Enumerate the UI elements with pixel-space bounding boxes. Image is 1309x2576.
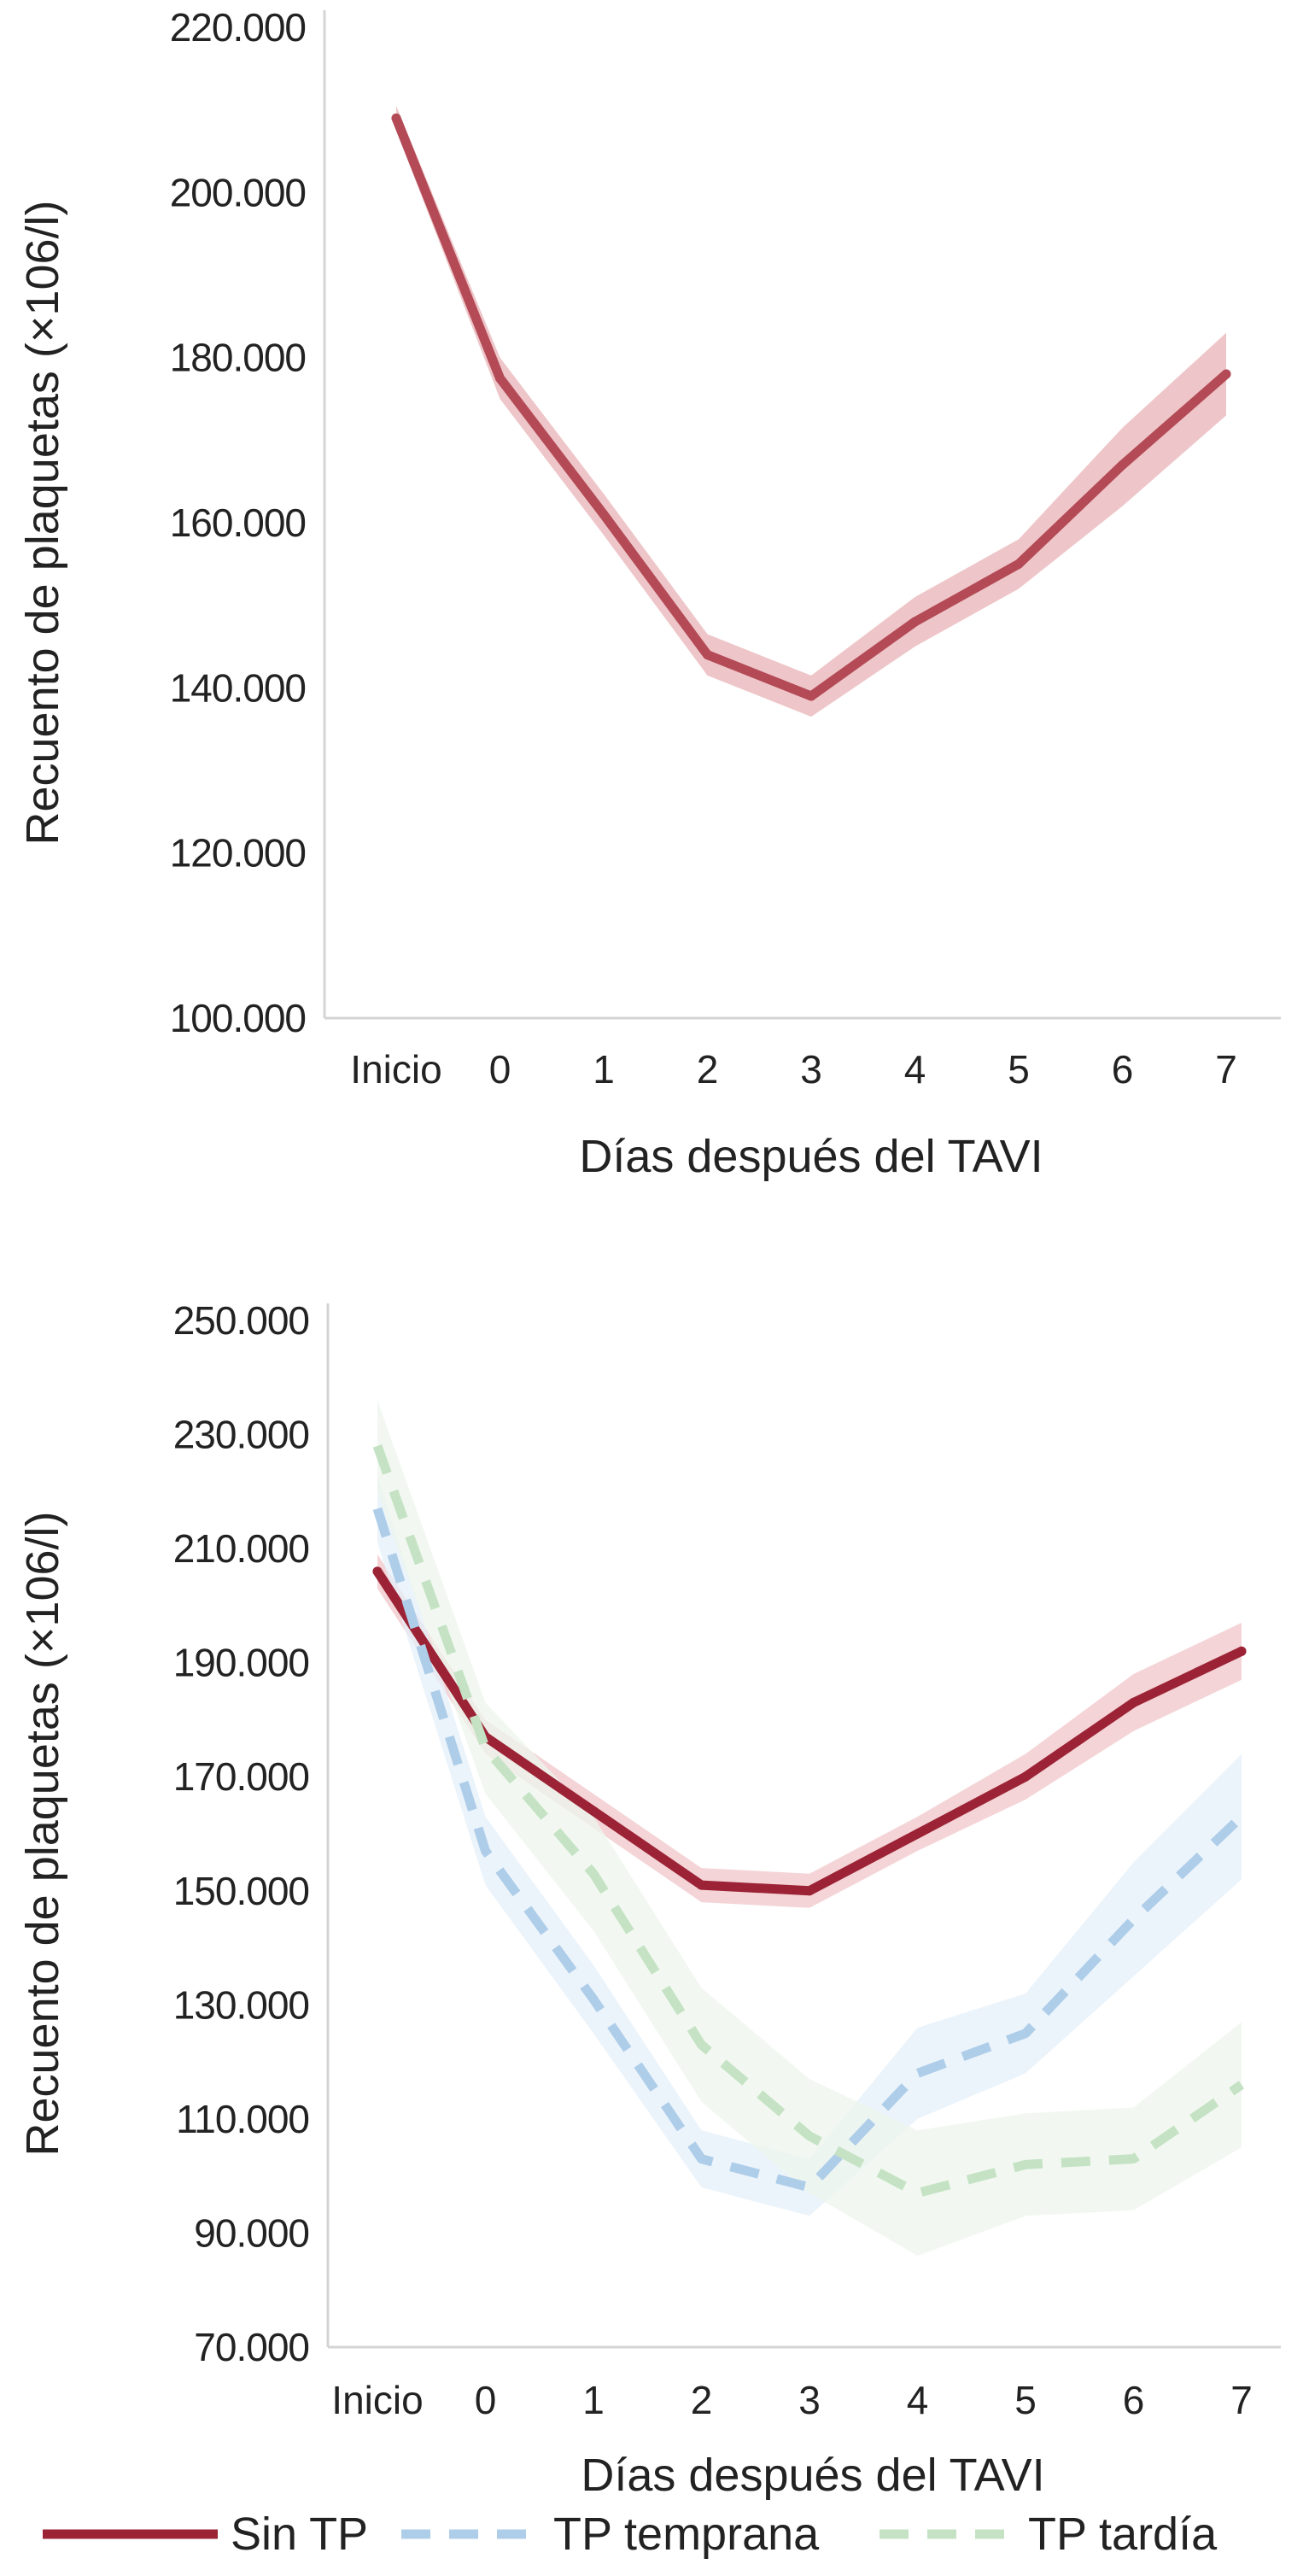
data-point-series-0: [806, 691, 816, 701]
y-tick-label: 110.000: [176, 2097, 309, 2141]
y-tick-label: 210.000: [173, 1526, 309, 1571]
y-tick-label: 150.000: [173, 1869, 309, 1913]
data-point-series-0: [1236, 1646, 1247, 1656]
x-tick-label: 3: [798, 2378, 821, 2422]
series-line-1: [372, 1507, 1245, 2193]
data-point-series-0: [588, 1806, 599, 1816]
data-point-series-0: [1014, 559, 1024, 569]
data-point-series-0: [1221, 369, 1231, 379]
data-point-series-0: [703, 650, 712, 660]
y-tick-label: 100.000: [170, 996, 306, 1040]
x-tick-label: 5: [1014, 2378, 1037, 2422]
x-tick-label: 3: [800, 1047, 822, 1092]
legend: Sin TP TP temprana TP tardía: [43, 2509, 1218, 2560]
x-tick-label: 7: [1230, 2378, 1253, 2422]
data-point-series-0: [1129, 1697, 1138, 1707]
series-line-2: [372, 1444, 1245, 2198]
x-tick-label: 2: [697, 1047, 719, 1092]
x-axis-label: Días después del TAVI: [581, 2450, 1044, 2501]
x-tick-label: Inicio: [331, 2378, 423, 2422]
data-point-series-0: [804, 1886, 815, 1896]
data-point-series-0: [1020, 1771, 1031, 1782]
x-tick-label: 5: [1008, 1047, 1030, 1092]
data-point-series-0: [1118, 460, 1127, 470]
chart-top: 100.000 120.000 140.000 160.000 180.000 200.0…: [17, 5, 1281, 1182]
x-tick-label: 1: [593, 1047, 615, 1092]
x-tick-label: 0: [489, 1047, 511, 1092]
data-point-series-0: [697, 1880, 706, 1890]
x-tick-label: 2: [691, 2378, 713, 2422]
x-tick-label: Inicio: [350, 1047, 441, 1092]
x-tick-label: 4: [907, 2378, 929, 2422]
y-tick-label: 230.000: [173, 1413, 309, 1457]
x-tick-label: 0: [475, 2378, 497, 2422]
series-line-0: [391, 113, 1231, 701]
y-tick-label: 140.000: [170, 665, 306, 710]
x-tick-label: 4: [904, 1047, 926, 1092]
data-point-series-0: [391, 113, 401, 123]
data-point-series-0: [599, 509, 609, 519]
y-tick-label: 250.000: [173, 1298, 309, 1343]
y-tick-label: 190.000: [173, 1641, 309, 1685]
confidence-band-series-2: [377, 1400, 1242, 2257]
x-tick-label: 6: [1112, 1047, 1134, 1092]
data-point-series-0: [913, 1829, 922, 1839]
legend-label-0: Sin TP: [231, 2509, 368, 2560]
y-tick-label: 130.000: [173, 1982, 309, 2027]
legend-label-2: TP tardía: [1028, 2509, 1218, 2560]
y-axis-label: Recuento de plaquetas (×106/l): [17, 1511, 68, 2156]
y-tick-label: 170.000: [173, 1754, 309, 1799]
x-tick-label: 6: [1123, 2378, 1145, 2422]
y-axis-label: Recuento de plaquetas (×106/l): [17, 200, 68, 845]
y-tick-label: 180.000: [170, 336, 306, 380]
y-tick-label: 200.000: [170, 170, 306, 214]
y-tick-label: 70.000: [194, 2325, 309, 2369]
x-tick-label: 1: [582, 2378, 605, 2422]
data-point-series-0: [910, 617, 920, 627]
y-tick-label: 160.000: [170, 501, 306, 545]
y-tick-label: 90.000: [194, 2210, 309, 2255]
data-point-series-0: [372, 1566, 383, 1577]
y-tick-label: 220.000: [170, 5, 306, 50]
data-point-series-0: [495, 373, 505, 383]
x-tick-label: 7: [1215, 1047, 1237, 1092]
x-axis-label: Días después del TAVI: [579, 1131, 1043, 1182]
legend-label-1: TP temprana: [553, 2509, 820, 2560]
chart-bottom: 70.000 90.000 110.000 130.000 150.000 170.000…: [17, 1298, 1281, 2501]
y-tick-label: 120.000: [170, 831, 306, 875]
